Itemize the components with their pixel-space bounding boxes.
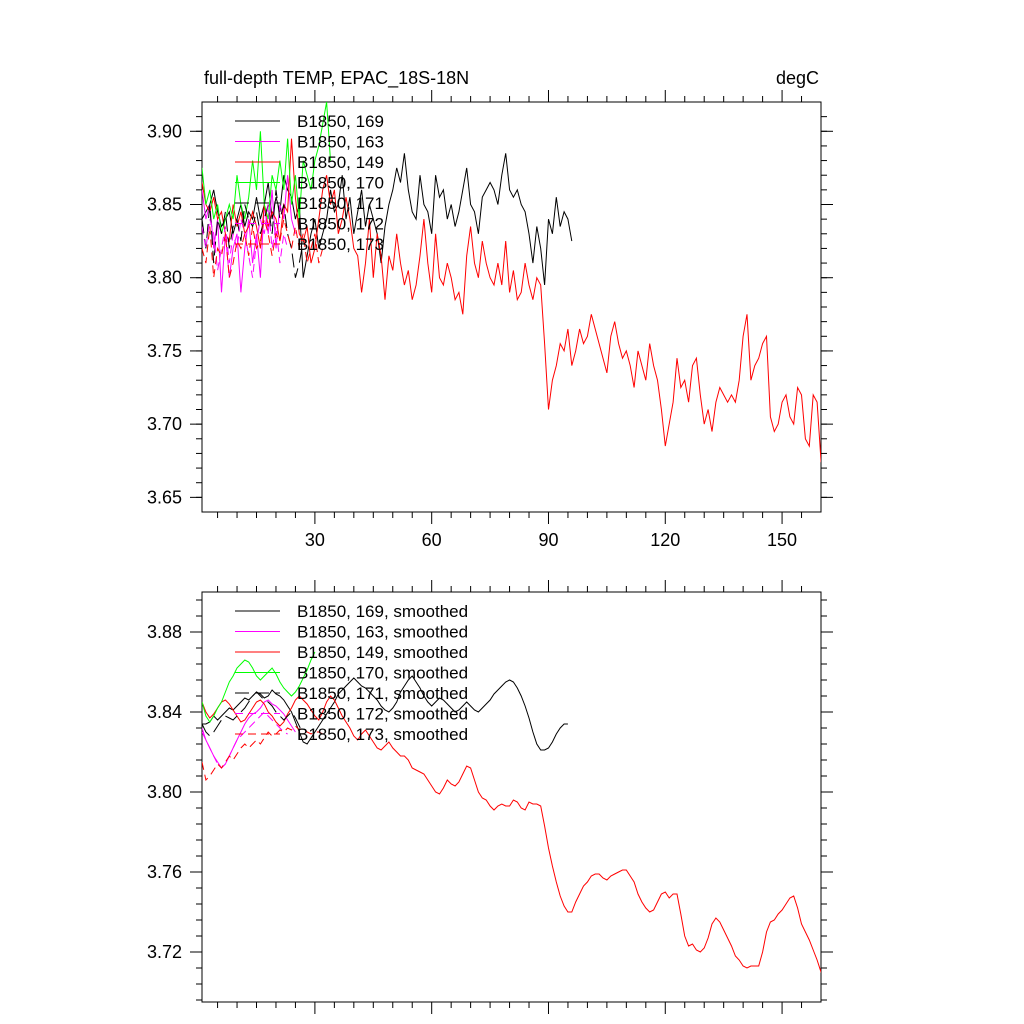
- y-tick-label: 3.75: [147, 341, 182, 361]
- legend-label: B1850, 172, smoothed: [297, 705, 468, 724]
- bottom-panel-smoothed: 3.72 3.76 3.80 3.84 3.88 B1850, 169, smoothed…: [147, 580, 833, 1014]
- legend-label: B1850, 149: [297, 153, 384, 172]
- legend-label: B1850, 171: [297, 194, 384, 213]
- y-tick-label: 3.90: [147, 121, 182, 141]
- legend-label: B1850, 149, smoothed: [297, 643, 468, 662]
- series-line: [202, 699, 296, 769]
- x-tick-label: 60: [422, 530, 442, 550]
- chart-units: degC: [776, 68, 819, 88]
- series-line: [202, 675, 568, 751]
- y-tick-label: 3.85: [147, 195, 182, 215]
- legend-label: B1850, 169, smoothed: [297, 602, 468, 621]
- legend-label: B1850, 173: [297, 235, 384, 254]
- y-tick-label: 3.70: [147, 414, 182, 434]
- legend-label: B1850, 170, smoothed: [297, 664, 468, 683]
- y-tick-label: 3.72: [147, 942, 182, 962]
- legend-label: B1850, 172: [297, 215, 384, 234]
- series-line: [202, 711, 288, 769]
- y-tick-label: 3.80: [147, 782, 182, 802]
- plot-frame: [201, 591, 822, 1003]
- series-line: [202, 651, 316, 723]
- legend-label: B1850, 169: [297, 112, 384, 131]
- series-line: [202, 725, 323, 782]
- y-tick-label: 3.76: [147, 862, 182, 882]
- y-tick-label: 3.84: [147, 702, 182, 722]
- y-tick-label: 3.80: [147, 268, 182, 288]
- series-group: [202, 651, 821, 973]
- legend-label: B1850, 171, smoothed: [297, 684, 468, 703]
- chart-title: full-depth TEMP, EPAC_18S-18N: [204, 68, 469, 89]
- legend-label: B1850, 170: [297, 174, 384, 193]
- x-tick-label: 120: [650, 530, 680, 550]
- legend-label: B1850, 163, smoothed: [297, 623, 468, 642]
- legend-label: B1850, 163: [297, 133, 384, 152]
- series-line: [202, 138, 821, 463]
- series-line: [202, 218, 324, 278]
- x-tick-label: 150: [767, 530, 797, 550]
- plot-frame: [201, 101, 822, 513]
- legend-label: B1850, 173, smoothed: [297, 725, 468, 744]
- top-panel-full-depth-temp: 30 60 90 120 150 3.65 3.70 3.75 3.80 3.85 3.90 full…: [147, 68, 833, 550]
- x-tick-label: 90: [538, 530, 558, 550]
- series-line: [202, 691, 304, 737]
- y-tick-label: 3.88: [147, 622, 182, 642]
- series-group: [202, 102, 821, 463]
- series-line: [202, 695, 821, 973]
- y-tick-label: 3.65: [147, 487, 182, 507]
- x-tick-label: 30: [305, 530, 325, 550]
- series-line: [202, 189, 304, 278]
